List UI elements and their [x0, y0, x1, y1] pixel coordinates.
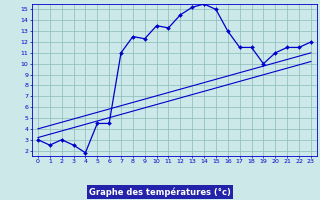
Text: Graphe des températures (°c): Graphe des températures (°c) — [89, 187, 231, 197]
